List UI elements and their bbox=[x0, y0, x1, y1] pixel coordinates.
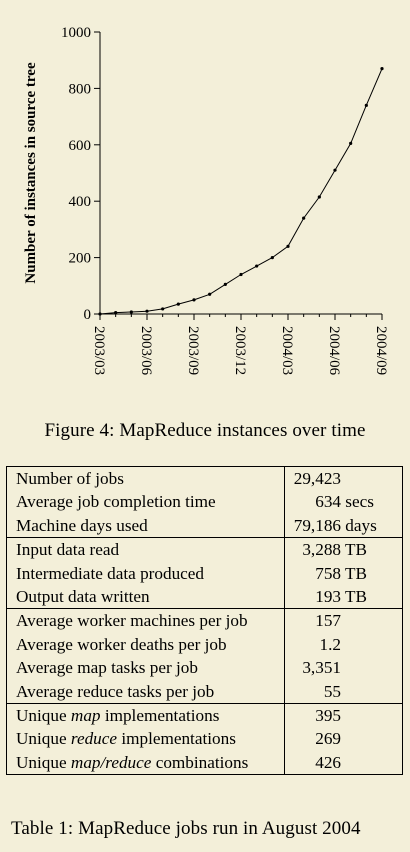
series-line bbox=[99, 68, 383, 315]
row-label: Average map tasks per job bbox=[6, 656, 285, 680]
row-value: 758 TB bbox=[315, 563, 367, 583]
table-row: Unique map implementations 395 bbox=[6, 703, 403, 728]
y-tick-label: 200 bbox=[69, 251, 92, 267]
row-value: 269 bbox=[315, 729, 341, 749]
chart-axes bbox=[99, 32, 382, 315]
data-point bbox=[364, 103, 368, 107]
y-tick-label: 0 bbox=[84, 307, 92, 323]
y-axis-label: Number of instances in source tree bbox=[23, 62, 39, 284]
table-row: Number of jobs 29,423 bbox=[6, 466, 403, 491]
data-point bbox=[333, 168, 337, 172]
stats-table: Number of jobs 29,423 Average job completi… bbox=[6, 466, 403, 776]
row-label: Average worker deaths per job bbox=[6, 632, 285, 657]
row-value: 79,186 days bbox=[293, 515, 377, 535]
x-tick-label: 2004/09 bbox=[373, 326, 389, 375]
row-label: Intermediate data produced bbox=[6, 561, 285, 586]
row-label: Unique map/reduce combinations bbox=[6, 750, 285, 775]
row-value: 3,288 TB bbox=[284, 537, 403, 562]
data-point bbox=[176, 302, 180, 306]
x-tick-label: 2003/09 bbox=[185, 326, 201, 375]
data-point bbox=[380, 67, 384, 71]
table-row: Average reduce tasks per job 55 bbox=[6, 679, 403, 704]
x-axis-ticks: 2003/03 2003/06 2003/09 2003/12 2004/03 2004/… bbox=[91, 314, 389, 376]
row-value: 193 TB bbox=[315, 587, 367, 607]
row-value: 55 bbox=[323, 681, 341, 701]
data-point bbox=[192, 298, 196, 302]
data-point bbox=[98, 312, 102, 316]
x-tick-label: 2003/06 bbox=[138, 326, 154, 376]
x-tick-label: 2003/12 bbox=[232, 326, 248, 375]
row-value: 1.2 bbox=[319, 634, 341, 654]
data-point bbox=[255, 264, 259, 268]
data-point bbox=[129, 310, 133, 314]
y-axis-ticks: 0 200 400 600 800 1000 bbox=[61, 25, 100, 323]
row-label: Average worker machines per job bbox=[6, 608, 285, 633]
y-tick-label: 400 bbox=[69, 194, 92, 210]
row-value: 157 bbox=[284, 608, 403, 633]
table-row: Average worker machines per job 157 bbox=[6, 608, 403, 633]
table-row: Average worker deaths per job 1.2 bbox=[6, 632, 403, 657]
table-row: Intermediate data produced 758 TB bbox=[6, 561, 403, 586]
series-points bbox=[98, 67, 384, 316]
row-value: 634 secs bbox=[315, 492, 374, 512]
row-label: Average reduce tasks per job bbox=[6, 679, 285, 704]
data-point bbox=[239, 272, 243, 277]
table-row: Unique map/reduce combinations 426 bbox=[6, 750, 403, 775]
y-tick-label: 1000 bbox=[61, 25, 91, 41]
table-row: Average job completion time 634 secs bbox=[6, 490, 403, 514]
row-label: Input data read bbox=[6, 537, 285, 562]
x-tick-label: 2003/03 bbox=[91, 326, 107, 375]
row-label: Machine days used bbox=[6, 513, 285, 538]
row-value: 3,351 bbox=[302, 658, 341, 678]
y-tick-label: 600 bbox=[69, 138, 92, 154]
data-point bbox=[349, 141, 353, 145]
table-row: Unique reduce implementations 269 bbox=[6, 727, 403, 751]
data-point bbox=[161, 307, 165, 311]
table-caption: Table 1: MapReduce jobs run in August 20… bbox=[11, 818, 361, 839]
row-label: Unique map implementations bbox=[6, 703, 285, 728]
data-point bbox=[302, 216, 306, 220]
row-value: 395 bbox=[284, 703, 403, 728]
table-row: Machine days used 79,186 days bbox=[6, 513, 403, 538]
row-label: Number of jobs bbox=[6, 466, 285, 491]
row-value: 29,423 bbox=[293, 469, 341, 488]
x-tick-label: 2004/03 bbox=[279, 326, 295, 375]
table-row: Input data read 3,288 TB bbox=[6, 537, 403, 562]
data-point bbox=[317, 195, 321, 199]
row-value: 426 bbox=[315, 752, 341, 772]
row-label: Average job completion time bbox=[6, 490, 285, 514]
data-point bbox=[208, 292, 212, 296]
data-point bbox=[286, 244, 290, 248]
data-point bbox=[270, 256, 274, 260]
table-row: Average map tasks per job 3,351 bbox=[6, 656, 403, 680]
data-point bbox=[114, 310, 118, 315]
x-tick-label: 2004/06 bbox=[326, 326, 342, 376]
row-label: Output data written bbox=[6, 585, 285, 609]
data-point bbox=[145, 309, 149, 313]
figure-caption: Figure 4: MapReduce instances over time bbox=[44, 420, 366, 441]
table-row: Output data written 193 TB bbox=[6, 585, 403, 609]
data-point bbox=[223, 282, 227, 286]
row-label: Unique reduce implementations bbox=[6, 727, 285, 751]
y-tick-label: 800 bbox=[69, 81, 92, 97]
